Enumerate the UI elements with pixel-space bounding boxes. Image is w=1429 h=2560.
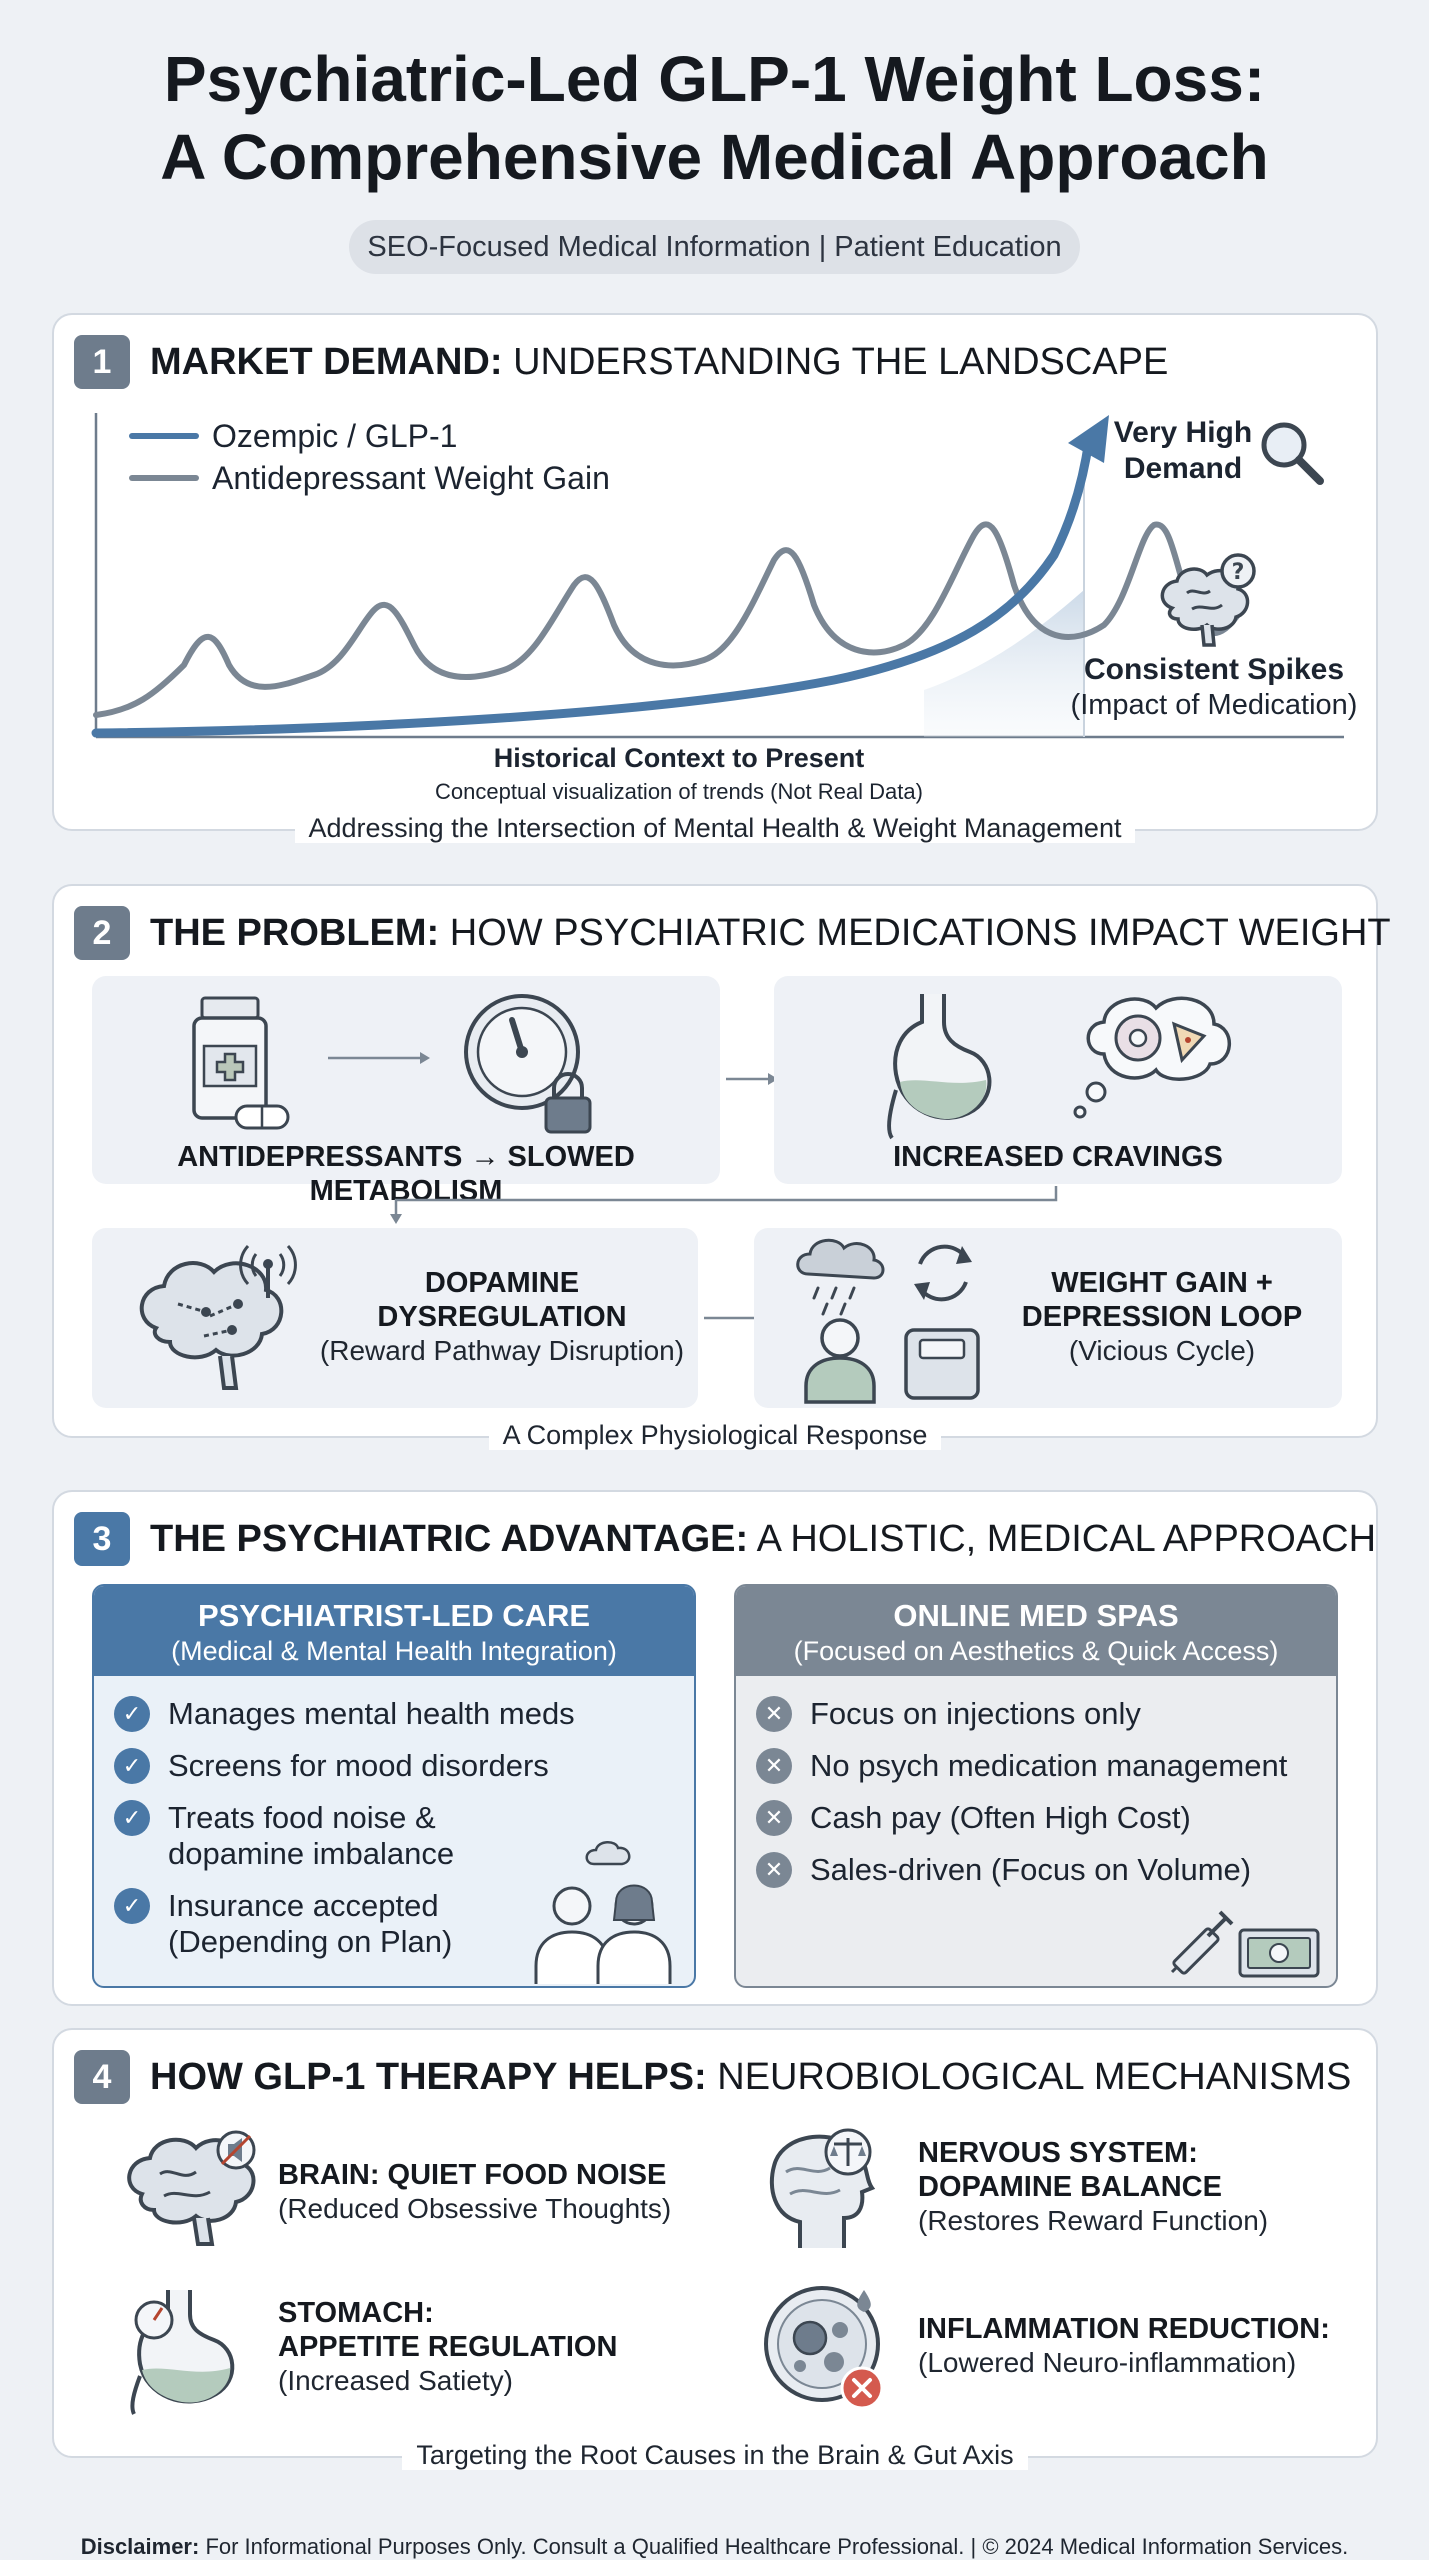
section-number: 3 — [74, 1512, 130, 1566]
list-item: ✕ Focus on injections only — [756, 1696, 1336, 1732]
list-item: ✓ Treats food noise & dopamine imbalance — [114, 1800, 694, 1872]
section-title: THE PROBLEM: HOW PSYCHIATRIC MEDICATIONS… — [150, 911, 1391, 954]
stomach-icon — [887, 994, 992, 1140]
list-item: ✕ No psych medication management — [756, 1748, 1336, 1784]
section-header: 2 THE PROBLEM: HOW PSYCHIATRIC MEDICATIO… — [74, 906, 1391, 960]
section-header: 1 MARKET DEMAND: UNDERSTANDING THE LANDS… — [74, 335, 1168, 389]
box-dopamine-dysregulation: DOPAMINE DYSREGULATION (Reward Pathway D… — [92, 1228, 698, 1408]
page-title: Psychiatric-Led GLP-1 Weight Loss: A Com… — [0, 40, 1429, 196]
list-item: ✕ Cash pay (Often High Cost) — [756, 1800, 1336, 1836]
column-psychiatrist-led-care: PSYCHIATRIST-LED CARE (Medical & Mental … — [92, 1584, 696, 1988]
box2-label: INCREASED CRAVINGS — [893, 1141, 1223, 1173]
legend-antidep-label: Antidepressant Weight Gain — [212, 460, 610, 496]
doctors-icon — [534, 1841, 672, 1984]
list-item: ✓ Insurance accepted (Depending on Plan) — [114, 1888, 694, 1960]
section-the-problem: 2 THE PROBLEM: HOW PSYCHIATRIC MEDICATIO… — [52, 884, 1391, 1450]
thought-bubble-food-icon — [1073, 996, 1231, 1119]
box-increased-cravings: INCREASED CRAVINGS — [774, 976, 1342, 1184]
glp1-arrowhead — [1068, 415, 1109, 463]
check-icon: ✓ — [114, 1888, 150, 1924]
box-weight-gain-depression-loop: WEIGHT GAIN + DEPRESSION LOOP (Vicious C… — [754, 1228, 1342, 1408]
column-online-med-spas: ONLINE MED SPAS (Focused on Aesthetics &… — [734, 1584, 1338, 1988]
mechanism-nervous-system: NERVOUS SYSTEM: DOPAMINE BALANCE (Restor… — [918, 2137, 1269, 2236]
section-header: 4 HOW GLP-1 THERAPY HELPS: NEUROBIOLOGIC… — [74, 2050, 1351, 2104]
section-title: HOW GLP-1 THERAPY HELPS: NEUROBIOLOGICAL… — [150, 2055, 1352, 2098]
list-item: ✓ Screens for mood disorders — [114, 1748, 694, 1784]
arrow-right-icon — [328, 1052, 430, 1064]
legend-glp1-label: Ozempic / GLP-1 — [212, 418, 458, 454]
section1-caption: Addressing the Intersection of Mental He… — [54, 813, 1376, 844]
column-header: ONLINE MED SPAS (Focused on Aesthetics &… — [736, 1586, 1336, 1676]
drawback-list: ✕ Focus on injections only ✕ No psych medi… — [736, 1676, 1336, 1888]
check-icon: ✓ — [114, 1696, 150, 1732]
box-antidepressants-metabolism: ANTIDEPRESSANTS → SLOWED METABOLISM — [92, 976, 720, 1207]
annotation-very-high-demand: Very High Demand — [1113, 416, 1253, 485]
syringe-cash-icon — [1170, 1910, 1320, 1978]
section-title: THE PSYCHIATRIC ADVANTAGE: A HOLISTIC, M… — [150, 1517, 1377, 1560]
column-header: PSYCHIATRIST-LED CARE (Medical & Mental … — [94, 1586, 694, 1676]
section-number: 1 — [74, 335, 130, 389]
section-market-demand: 1 MARKET DEMAND: UNDERSTANDING THE LANDS… — [52, 313, 1378, 843]
arrow-right-icon — [726, 1073, 778, 1085]
box1-label: ANTIDEPRESSANTS → SLOWED METABOLISM — [177, 1141, 635, 1207]
cycle-scale-icon — [904, 1244, 980, 1400]
section-neurobiological-mechanisms: 4 HOW GLP-1 THERAPY HELPS: NEUROBIOLOGIC… — [52, 2028, 1378, 2470]
disclaimer: Disclaimer: For Informational Purposes O… — [80, 2534, 1349, 2559]
x-icon: ✕ — [756, 1748, 792, 1784]
x-icon: ✕ — [756, 1696, 792, 1732]
list-item: ✓ Manages mental health meds — [114, 1696, 694, 1732]
title-line-2: A Comprehensive Medical Approach — [160, 121, 1269, 193]
antidep-line — [93, 521, 1247, 718]
section2-caption: A Complex Physiological Response — [54, 1420, 1376, 1451]
section-psychiatric-advantage: 3 THE PSYCHIATRIC ADVANTAGE: A HOLISTIC,… — [52, 1490, 1378, 2006]
check-icon: ✓ — [114, 1748, 150, 1784]
clock-lock-icon — [464, 994, 592, 1134]
benefit-list: ✓ Manages mental health meds ✓ Screens for… — [94, 1676, 694, 1960]
head-balance-icon — [769, 2128, 876, 2248]
section4-caption: Targeting the Root Causes in the Brain &… — [54, 2440, 1376, 2471]
box4-text: WEIGHT GAIN + DEPRESSION LOOP (Vicious C… — [1021, 1267, 1303, 1366]
section-header: 3 THE PSYCHIATRIC ADVANTAGE: A HOLISTIC,… — [74, 1512, 1376, 1566]
check-icon: ✓ — [114, 1800, 150, 1836]
section-number: 4 — [74, 2050, 130, 2104]
subtitle-badge: SEO-Focused Medical Information | Patien… — [349, 220, 1080, 274]
magnifier-icon — [1261, 422, 1324, 485]
box3-text: DOPAMINE DYSREGULATION (Reward Pathway D… — [319, 1267, 685, 1366]
annotation-consistent-spikes: Consistent Spikes (Impact of Medication) — [1070, 653, 1358, 721]
x-axis-label: Historical Context to Present — [493, 743, 865, 773]
section-title: MARKET DEMAND: UNDERSTANDING THE LANDSCA… — [150, 340, 1169, 383]
flow-connector — [390, 1186, 1058, 1224]
cell-inflammation-icon — [764, 2286, 884, 2410]
brain-signal-icon — [139, 1244, 297, 1390]
x-axis-note: Conceptual visualization of trends (Not … — [435, 779, 923, 804]
title-line-1: Psychiatric-Led GLP-1 Weight Loss: — [163, 43, 1266, 115]
trend-chart — [91, 413, 1344, 739]
brain-question-icon: ? — [1160, 553, 1256, 647]
section-number: 2 — [74, 906, 130, 960]
pill-bottle-icon — [192, 996, 290, 1130]
list-item: ✕ Sales-driven (Focus on Volume) — [756, 1852, 1336, 1888]
mechanism-stomach: STOMACH: APPETITE REGULATION (Increased … — [278, 2297, 618, 2396]
rain-cloud-person-icon — [796, 1238, 885, 1404]
stomach-gauge-icon — [130, 2290, 235, 2415]
svg-text:?: ? — [1232, 560, 1245, 585]
glp1-line — [91, 435, 1094, 738]
x-icon: ✕ — [756, 1852, 792, 1888]
brain-mute-icon — [127, 2130, 256, 2246]
x-icon: ✕ — [756, 1800, 792, 1836]
mechanism-inflammation: INFLAMMATION REDUCTION: (Lowered Neuro-i… — [918, 2313, 1330, 2378]
mechanism-brain: BRAIN: QUIET FOOD NOISE (Reduced Obsessi… — [278, 2159, 672, 2224]
